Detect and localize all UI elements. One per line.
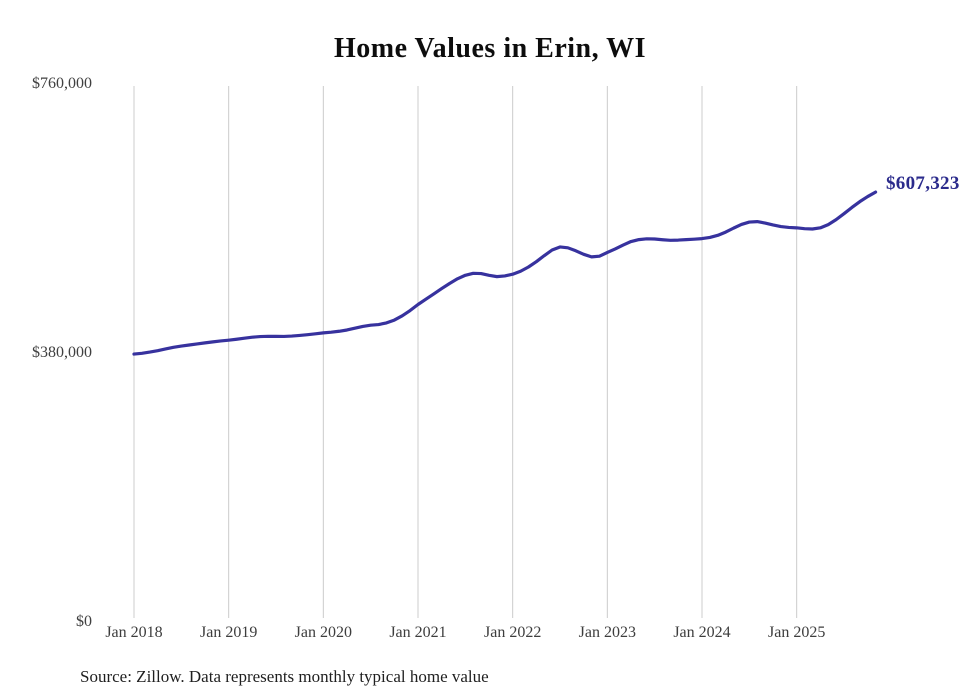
x-axis-label: Jan 2023 [578, 624, 636, 641]
chart-title: Home Values in Erin, WI [333, 33, 647, 64]
home-value-series-line [132, 190, 878, 356]
y-axis-label: $380,000 [32, 344, 92, 361]
y-axis-label: $760,000 [32, 75, 92, 92]
x-axis-label: Jan 2022 [483, 624, 542, 641]
x-axis-label: Jan 2020 [294, 624, 352, 641]
source-note: Source: Zillow. Data represents monthly … [80, 667, 489, 686]
latest-value-label: $607,323 [886, 173, 960, 194]
x-axis-label: Jan 2024 [673, 624, 731, 641]
x-axis-label: Jan 2019 [199, 624, 258, 641]
x-axis-label: Jan 2018 [105, 624, 163, 641]
y-axis-label: $0 [76, 613, 92, 630]
x-axis-label: Jan 2025 [767, 624, 826, 641]
x-axis-label: Jan 2021 [389, 624, 447, 641]
